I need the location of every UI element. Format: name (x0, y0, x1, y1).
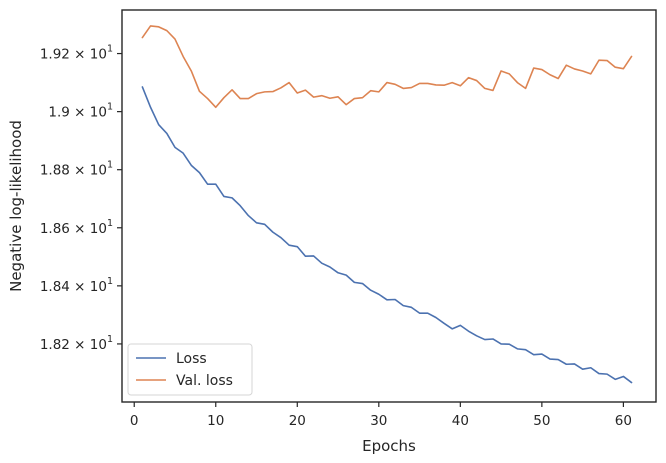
x-tick-label: 10 (207, 413, 224, 429)
legend-label-loss: Loss (176, 351, 207, 367)
legend-label-val-loss: Val. loss (176, 373, 233, 389)
x-tick-label: 60 (615, 413, 632, 429)
x-tick-label: 20 (289, 413, 306, 429)
legend-box (127, 343, 253, 396)
y-axis-label: Negative log-likelihood (7, 120, 25, 292)
y-tick-label: 1.92 × 101 (40, 44, 113, 63)
series-line-loss (141, 86, 633, 384)
x-axis-ticks: 0 10 20 30 40 50 60 (130, 402, 632, 429)
x-tick-label: 0 (130, 413, 139, 429)
y-tick-label: 1.82 × 101 (40, 334, 113, 353)
y-axis-ticks: 1.82 × 101 1.84 × 101 1.86 × 101 1.88 × 101… (40, 44, 122, 353)
x-tick-label: 40 (452, 413, 469, 429)
x-tick-label: 50 (533, 413, 550, 429)
y-tick-label: 1.9 × 101 (48, 102, 113, 121)
x-tick-label: 30 (370, 413, 387, 429)
plot-area-frame (121, 9, 657, 403)
y-tick-label: 1.88 × 101 (40, 160, 113, 179)
y-tick-label: 1.86 × 101 (40, 218, 113, 237)
legend: Loss Val. loss (127, 343, 253, 396)
series-line-val-loss (141, 25, 633, 109)
series-layer (141, 25, 633, 384)
x-axis-label: Epochs (362, 437, 416, 455)
y-tick-label: 1.84 × 101 (40, 276, 113, 295)
